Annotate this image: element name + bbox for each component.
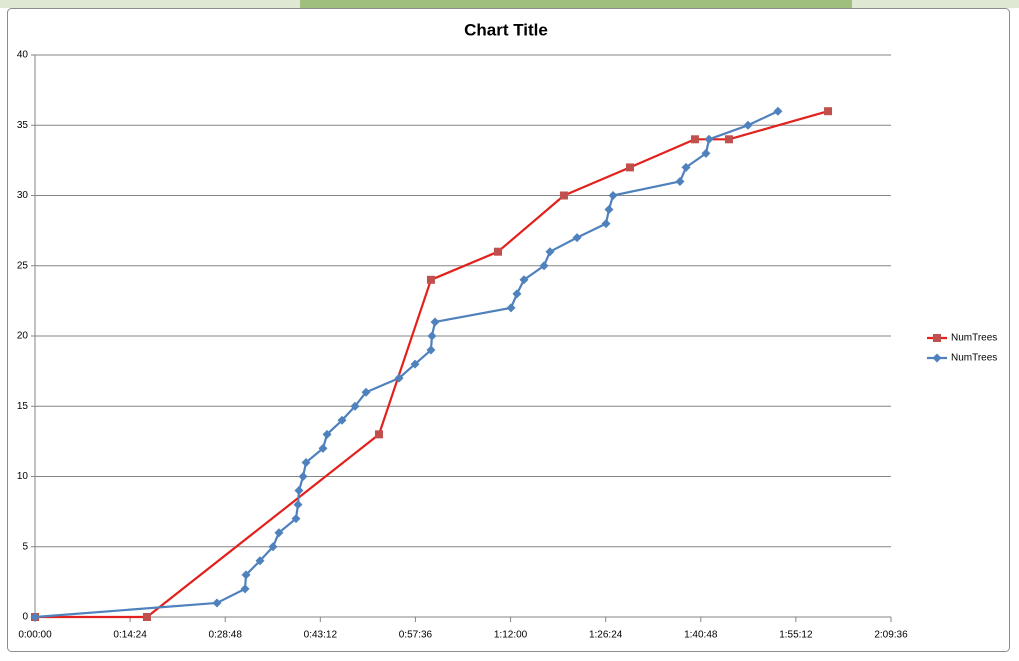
point (30, 612, 40, 622)
x-tick-label: 1:55:12 (779, 630, 813, 641)
point (743, 120, 753, 130)
chart-title: Chart Title (464, 20, 548, 39)
point (268, 542, 278, 552)
point (410, 359, 420, 369)
y-tick-label: 40 (17, 50, 29, 61)
point (241, 570, 251, 580)
point (675, 176, 685, 186)
y-tick-label: 30 (17, 190, 29, 201)
point (255, 556, 265, 566)
point (601, 219, 611, 229)
legend-marker (933, 334, 941, 342)
point (350, 401, 360, 411)
point (604, 205, 614, 215)
point (318, 443, 328, 453)
x-tick-label: 0:00:00 (18, 630, 52, 641)
point (519, 275, 529, 285)
point (293, 500, 303, 510)
point (426, 345, 436, 355)
x-tick-label: 1:12:00 (494, 630, 528, 641)
x-tick-label: 2:09:36 (874, 630, 908, 641)
point (274, 528, 284, 538)
legend-label: NumTrees (951, 333, 997, 344)
x-tick-label: 1:26:24 (589, 630, 623, 641)
y-tick-label: 0 (22, 612, 28, 623)
point (559, 191, 568, 200)
point (824, 107, 833, 116)
legend-marker (932, 353, 942, 363)
chart-area (7, 8, 1010, 652)
point (704, 134, 714, 144)
point (773, 106, 783, 116)
point (494, 247, 503, 256)
point (294, 486, 304, 496)
y-tick-label: 35 (17, 120, 29, 131)
y-tick-label: 15 (17, 401, 29, 412)
point (298, 472, 308, 481)
point (690, 135, 699, 144)
x-tick-label: 0:43:12 (304, 630, 338, 641)
point (427, 331, 437, 341)
x-tick-label: 1:40:48 (684, 630, 718, 641)
point (572, 233, 582, 243)
point (512, 289, 522, 299)
point (539, 261, 549, 271)
point (426, 275, 435, 284)
legend-label: NumTrees (951, 353, 997, 364)
point (212, 598, 222, 608)
point (291, 514, 301, 524)
y-tick-label: 5 (22, 541, 28, 552)
point (681, 162, 691, 172)
point (337, 415, 347, 425)
y-tick-label: 10 (17, 471, 29, 482)
point (142, 613, 151, 621)
point (394, 373, 404, 383)
point (701, 148, 711, 158)
x-tick-label: 0:28:48 (209, 630, 243, 641)
point (545, 247, 555, 257)
sheet-selection (300, 0, 852, 8)
point (322, 429, 332, 439)
y-tick-label: 20 (17, 331, 29, 342)
point (301, 457, 311, 467)
x-tick-label: 0:57:36 (399, 630, 433, 641)
point (361, 387, 371, 397)
x-tick-label: 0:14:24 (113, 630, 147, 641)
point (724, 135, 733, 144)
point (625, 163, 634, 172)
point (506, 303, 516, 313)
point (430, 317, 440, 327)
point (375, 430, 384, 439)
y-tick-label: 25 (17, 260, 29, 271)
point (608, 191, 618, 200)
point (240, 584, 250, 594)
